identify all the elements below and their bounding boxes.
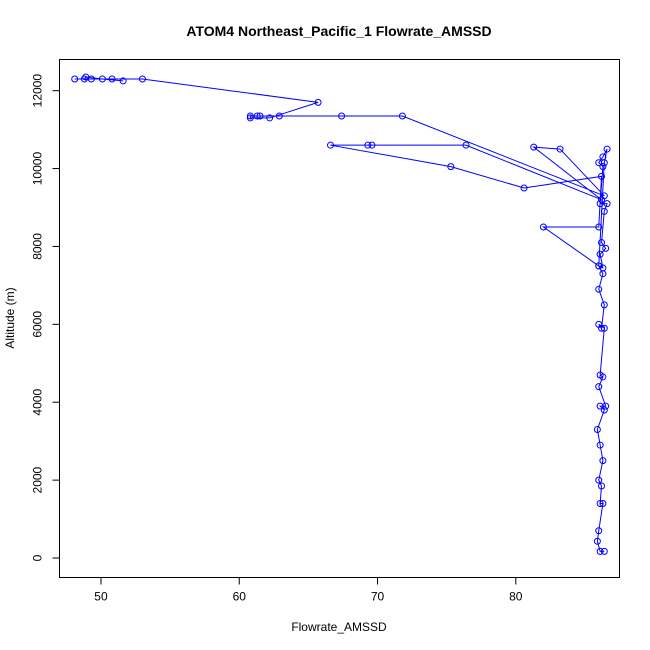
data-point <box>595 285 603 293</box>
data-point <box>520 184 528 192</box>
data-point <box>602 244 610 252</box>
data-point <box>599 457 607 465</box>
y-tick-label: 6000 <box>31 311 45 338</box>
data-point <box>595 527 603 535</box>
data-point <box>530 143 538 151</box>
data-point <box>600 324 608 332</box>
series-line <box>74 76 608 552</box>
y-axis: 0 2000 4000 6000 8000 10000 12000 <box>31 74 60 561</box>
data-point <box>539 223 547 231</box>
y-tick-label: 8000 <box>31 233 45 260</box>
data-point <box>599 264 607 272</box>
data-point <box>338 112 346 120</box>
series-layer <box>71 73 611 555</box>
y-tick-label: 0 <box>31 554 45 561</box>
data-point <box>598 172 606 180</box>
plot-area <box>59 59 620 578</box>
data-point <box>599 500 607 507</box>
data-point <box>600 159 608 167</box>
chart-title: ATOM4 Northeast_Pacific_1 Flowrate_AMSSD <box>186 23 491 39</box>
data-point <box>600 301 608 309</box>
data-point <box>82 73 90 81</box>
x-axis-label: Flowrate_AMSSD <box>291 620 387 634</box>
data-point <box>599 163 607 171</box>
y-tick-label: 4000 <box>31 389 45 416</box>
data-point <box>596 441 604 449</box>
data-point <box>364 141 372 149</box>
data-point <box>595 476 603 484</box>
data-point <box>593 537 601 545</box>
data-point <box>596 250 604 258</box>
data-point <box>596 371 604 379</box>
data-point <box>596 547 604 555</box>
x-tick-label: 70 <box>371 590 385 604</box>
data-point <box>266 114 274 122</box>
data-point <box>314 98 322 106</box>
data-point <box>593 426 601 433</box>
data-point <box>600 192 608 200</box>
data-point <box>119 77 127 85</box>
data-point <box>368 141 376 149</box>
data-point <box>246 114 254 122</box>
data-point <box>598 482 606 490</box>
data-point <box>108 75 116 83</box>
data-point <box>256 112 264 120</box>
data-point <box>80 75 88 83</box>
data-point <box>253 112 261 120</box>
data-point <box>598 239 606 247</box>
data-point <box>98 75 106 83</box>
data-point <box>138 75 146 83</box>
x-tick-label: 60 <box>233 590 247 604</box>
x-tick-label: 80 <box>509 590 523 604</box>
data-point <box>447 163 455 171</box>
data-point <box>598 324 606 332</box>
data-point <box>603 200 611 208</box>
data-point <box>398 112 406 120</box>
data-point <box>600 207 608 215</box>
y-axis-label: Altitude (m) <box>3 287 17 348</box>
x-axis: 50 60 70 80 <box>94 577 523 604</box>
data-point <box>595 383 603 391</box>
data-point <box>600 547 608 555</box>
data-point <box>600 406 608 414</box>
data-point <box>327 141 335 149</box>
data-point <box>246 112 254 120</box>
data-point <box>556 145 564 153</box>
data-point <box>595 262 603 270</box>
x-tick-label: 50 <box>94 590 108 604</box>
data-point <box>596 200 604 208</box>
data-point <box>462 141 470 149</box>
y-tick-label: 2000 <box>31 466 45 493</box>
data-point <box>275 112 283 120</box>
y-tick-label: 10000 <box>31 152 45 186</box>
data-point <box>71 75 79 83</box>
y-tick-label: 12000 <box>31 74 45 108</box>
data-point <box>596 500 604 507</box>
data-point <box>595 223 603 231</box>
data-point <box>603 145 611 153</box>
data-point <box>602 402 610 410</box>
